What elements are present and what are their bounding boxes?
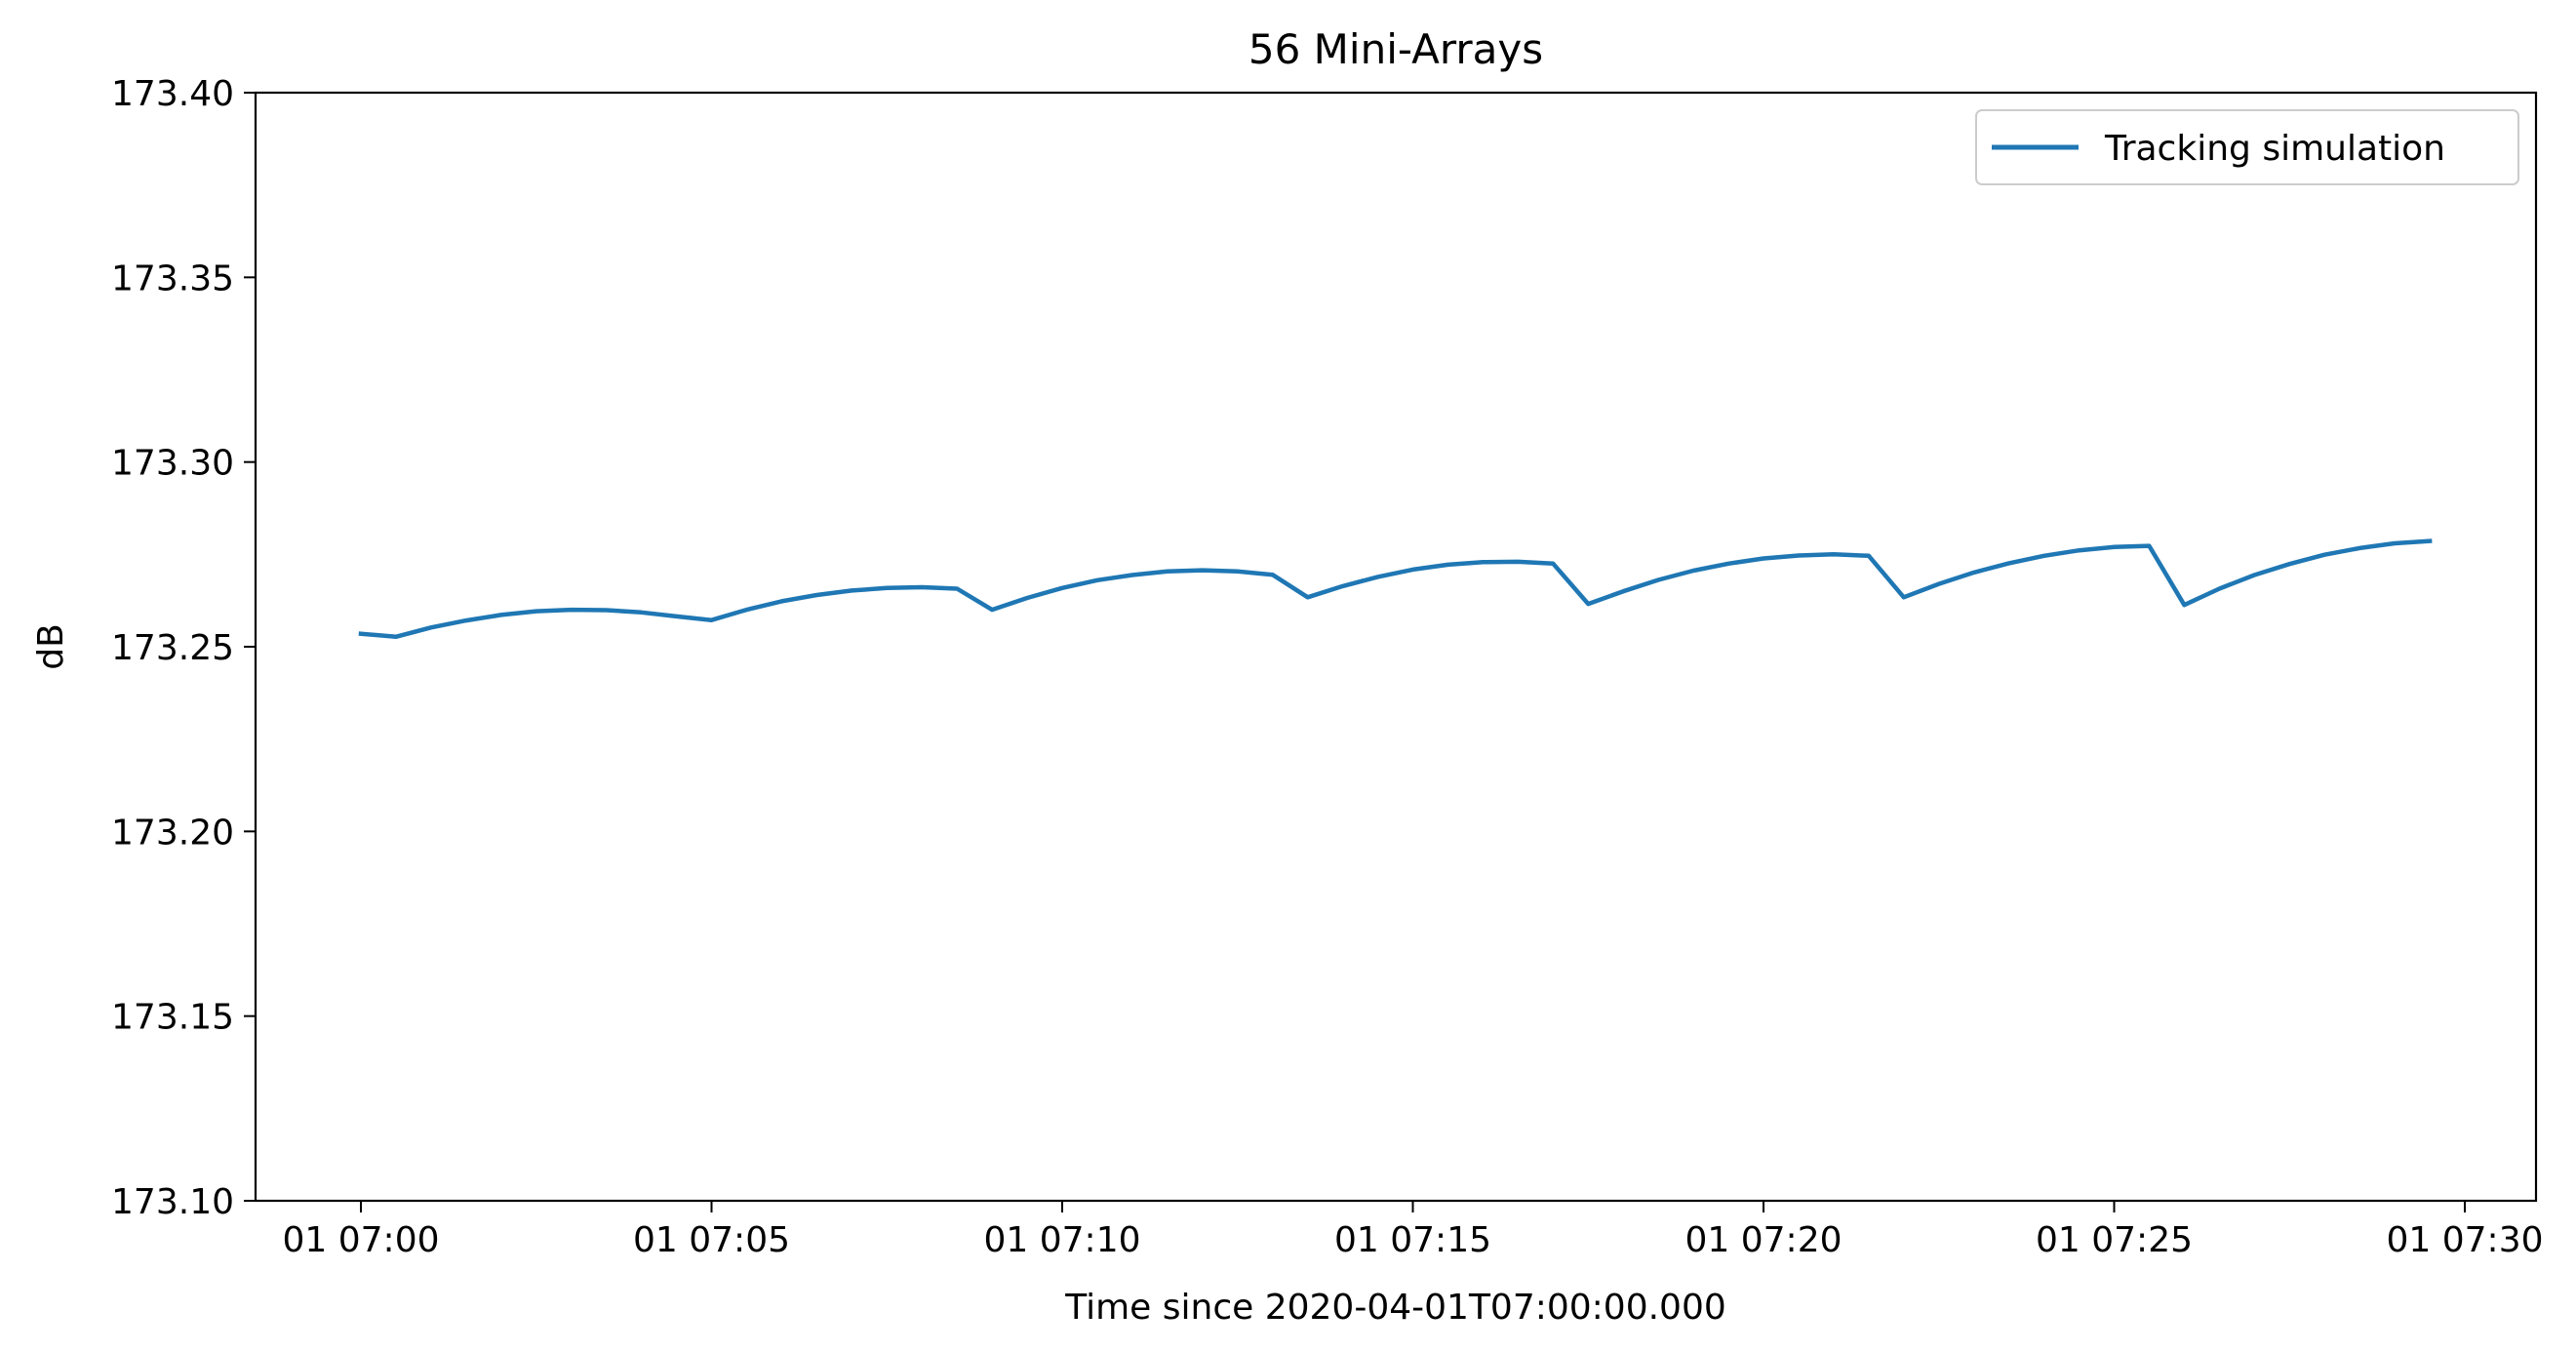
x-tick-label: 01 07:10 — [984, 1220, 1141, 1260]
y-tick-label: 173.25 — [111, 628, 234, 668]
legend-label-tracking-simulation: Tracking simulation — [2104, 129, 2445, 169]
y-tick-label: 173.35 — [111, 258, 234, 298]
y-tick-label: 173.30 — [111, 444, 234, 484]
x-tick-label: 01 07:30 — [2387, 1220, 2544, 1260]
chart-title: 56 Mini-Arrays — [1248, 25, 1543, 73]
series-line-tracking-simulation — [358, 538, 2433, 640]
x-tick-label: 01 07:05 — [633, 1220, 790, 1260]
y-tick-label: 173.20 — [111, 813, 234, 853]
legend: Tracking simulation — [1975, 109, 2519, 185]
y-tick-label: 173.15 — [111, 998, 234, 1038]
x-tick-label: 01 07:00 — [283, 1220, 440, 1260]
x-axis: 01 07:00 01 07:05 01 07:10 01 07:15 01 07:20… — [283, 1201, 2544, 1260]
y-axis: 173.10 173.15 173.20 173.25 173.30 173.35 173.… — [111, 74, 256, 1222]
x-tick-label: 01 07:20 — [1685, 1220, 1843, 1260]
y-tick-label: 173.40 — [111, 74, 234, 114]
x-tick-label: 01 07:15 — [1334, 1220, 1491, 1260]
x-tick-label: 01 07:25 — [2036, 1220, 2193, 1260]
plot-area — [358, 538, 2433, 640]
x-axis-label: Time since 2020-04-01T07:00:00.000 — [1064, 1288, 1726, 1328]
y-axis-label: dB — [31, 623, 71, 670]
legend-box — [1975, 109, 2519, 185]
y-tick-label: 173.10 — [111, 1182, 234, 1222]
